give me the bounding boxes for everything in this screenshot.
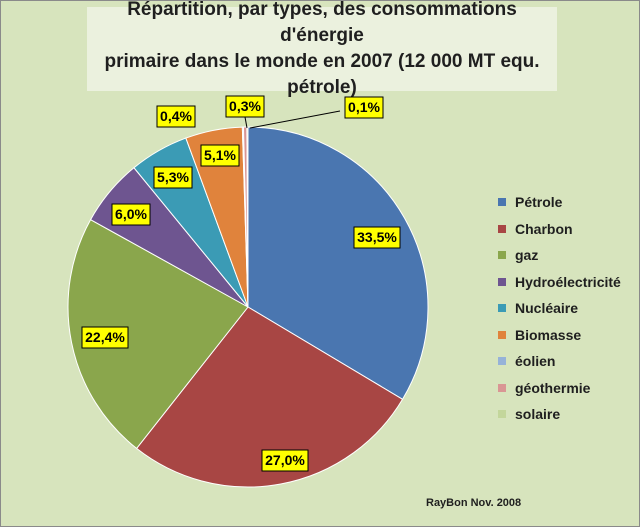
svg-text:22,4%: 22,4%	[85, 329, 125, 345]
legend-item-gaz: gaz	[498, 242, 621, 269]
legend-swatch	[498, 251, 506, 260]
data-label-charbon: 27,0%	[261, 449, 309, 472]
legend-label: Hydroélectricité	[515, 273, 621, 290]
svg-text:0,4%: 0,4%	[160, 108, 192, 124]
legend-item-solaire: solaire	[498, 401, 621, 428]
legend-label: Charbon	[515, 220, 573, 237]
svg-text:33,5%: 33,5%	[357, 229, 397, 245]
legend-label: gaz	[515, 247, 539, 264]
credit-text: RayBon Nov. 2008	[426, 497, 522, 509]
svg-text:27,0%: 27,0%	[265, 452, 305, 468]
legend-item-eolien: éolien	[498, 348, 621, 375]
data-label-extra-0: 0,4%	[156, 105, 196, 128]
legend-swatch	[498, 410, 506, 419]
legend-label: solaire	[515, 406, 561, 423]
data-label-biomasse: 5,1%	[200, 144, 240, 167]
data-label-petrole: 33,5%	[353, 226, 401, 249]
legend-swatch	[498, 277, 506, 286]
legend-label: Nucléaire	[515, 300, 579, 317]
svg-text:0,1%: 0,1%	[348, 99, 380, 115]
legend-label: Pétrole	[515, 194, 563, 211]
data-label-solaire: 0,1%	[344, 96, 384, 119]
leader-line-geothermie	[244, 116, 248, 129]
legend-item-geothermie: géothermie	[498, 375, 621, 402]
legend-label: éolien	[515, 353, 556, 370]
pie-slice-charbon	[135, 306, 404, 488]
legend-item-biomasse: Biomasse	[498, 322, 621, 349]
data-label-geothermie: 0,3%	[225, 95, 265, 118]
legend-swatch	[498, 330, 506, 339]
legend-item-hydroelectricite: Hydroélectricité	[498, 269, 621, 296]
legend-swatch	[498, 304, 506, 313]
svg-text:5,1%: 5,1%	[204, 147, 236, 163]
pie-slice-petrole	[247, 126, 429, 400]
legend-item-charbon: Charbon	[498, 216, 621, 243]
legend: Pétrole Charbon gaz Hydroélectricité Nucléai…	[498, 189, 621, 428]
svg-text:0,3%: 0,3%	[229, 98, 261, 114]
data-label-hydroelectricite: 6,0%	[111, 203, 151, 226]
svg-text:6,0%: 6,0%	[115, 206, 147, 222]
data-label-nucleaire: 5,3%	[153, 166, 193, 189]
legend-label: géothermie	[515, 379, 591, 396]
pie-slice-gaz	[67, 218, 249, 450]
legend-item-nucleaire: Nucléaire	[498, 295, 621, 322]
svg-text:5,3%: 5,3%	[157, 169, 189, 185]
legend-swatch	[498, 198, 506, 207]
leader-line-solaire	[249, 110, 341, 129]
legend-item-petrole: Pétrole	[498, 189, 621, 216]
legend-swatch	[498, 383, 506, 392]
legend-swatch	[498, 357, 506, 366]
data-label-gaz: 22,4%	[81, 326, 129, 349]
legend-label: Biomasse	[515, 326, 582, 343]
legend-swatch	[498, 224, 506, 233]
